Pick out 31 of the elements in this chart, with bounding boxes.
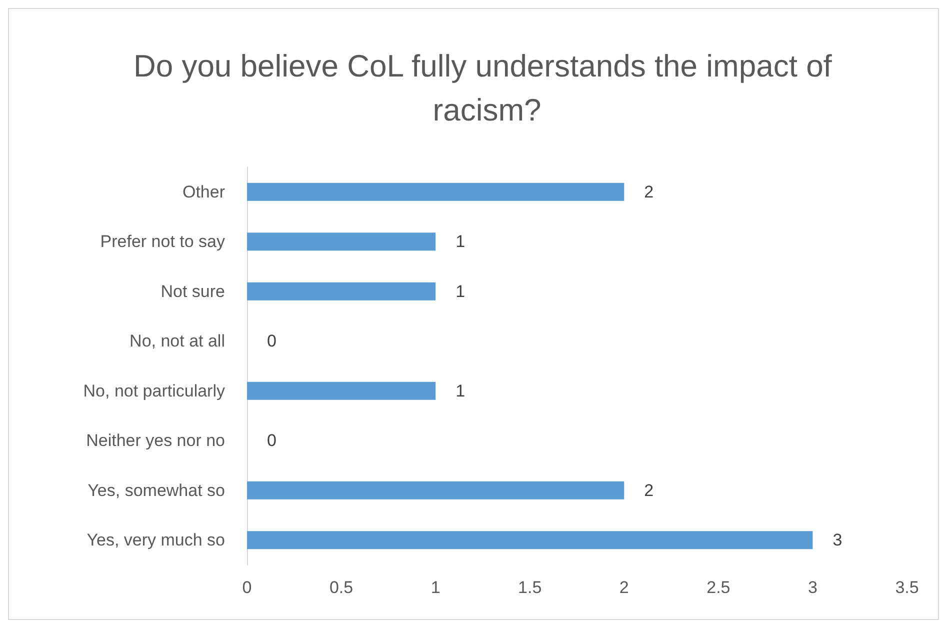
data-label: 0: [267, 431, 276, 450]
x-tick-label: 3: [808, 578, 818, 597]
y-tick-label: Yes, somewhat so: [88, 480, 225, 500]
bar: [247, 182, 624, 201]
y-tick-label: Yes, very much so: [86, 530, 225, 550]
chart-title: Do you believe CoL fully understands the impact of racism?: [133, 48, 841, 128]
y-tick-label: No, not at all: [130, 332, 225, 351]
y-tick-label: No, not particularly: [83, 381, 226, 400]
y-tick-label: Other: [182, 182, 226, 202]
bar: [247, 282, 436, 300]
data-label: 2: [644, 182, 654, 202]
x-tick-label: 2.5: [706, 578, 730, 597]
data-label: 1: [456, 381, 466, 400]
data-label: 3: [832, 530, 842, 550]
x-tick-label: 1.5: [518, 578, 542, 597]
x-tick-label: 0: [242, 578, 252, 597]
data-label: 1: [456, 232, 466, 252]
bar: [247, 481, 624, 500]
bar: [247, 531, 813, 550]
x-tick-label: 3.5: [895, 578, 919, 597]
x-tick-label: 0.5: [329, 578, 354, 597]
x-tick-label: 2: [619, 578, 629, 597]
data-label: 1: [456, 282, 466, 301]
y-tick-label: Not sure: [160, 282, 225, 301]
x-tick-label: 1: [430, 578, 440, 597]
data-label: 2: [644, 480, 654, 500]
y-tick-label: Neither yes nor no: [86, 431, 225, 450]
y-tick-label: Prefer not to say: [100, 232, 226, 252]
bar: [247, 232, 436, 251]
data-label: 0: [267, 332, 276, 351]
bar: [247, 382, 436, 400]
